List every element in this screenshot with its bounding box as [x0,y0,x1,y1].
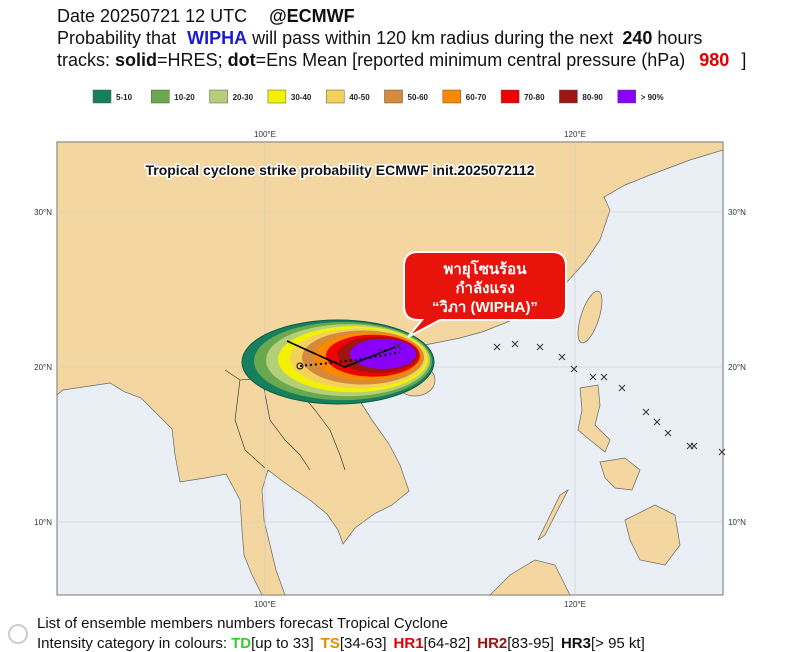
lon-label: 100°E [254,600,276,609]
palawan [537,489,569,541]
legend-label: 5-10 [116,93,133,102]
ensemble-markers [378,340,726,456]
footer-text: TS [321,635,340,652]
footer-line: List of ensemble members numbers forecas… [37,615,448,632]
hres-track [286,340,396,368]
footer-text: [> 95 kt] [591,635,645,652]
callout-text: “วิภา (WIPHA)” [432,298,538,316]
legend-label: 50-60 [408,93,429,102]
legend-swatch [325,89,345,104]
text: =Ens Mean [reported minimum central pres… [256,50,686,70]
legend-swatch [151,89,170,104]
probability-band [350,338,416,369]
visayas [599,457,641,491]
legend-label: 10-20 [174,93,195,102]
legend-swatch [267,89,287,104]
header-line: Date 20250721 12 UTC @ECMWF [57,6,355,26]
lon-label: 100°E [254,130,276,139]
callout-text: กำลังแรง [455,280,514,297]
legend-label: 20-30 [233,93,254,102]
footer-text: HR2 [477,635,507,652]
ensemble-marker [394,342,402,350]
ensemble-marker [653,418,661,426]
hours: 240 [622,28,652,48]
ensemble-marker [718,448,726,456]
taiwan [577,290,603,344]
borneo [489,559,571,596]
ensemble-marker [378,348,386,356]
ensemble-marker [690,442,698,450]
text: ] [741,50,746,70]
callout-text: พายุโซนร้อน [444,259,528,279]
legend-label: > 90% [641,93,664,102]
ensemble-marker [589,373,597,381]
ens-mean-track [299,351,401,367]
ensemble-marker [558,353,566,361]
text: solid [115,50,157,70]
pressure: 980 [699,50,729,70]
footer-text: HR1 [394,635,424,652]
map: 100°E 100°E 120°E 120°E 30°N 30°N 20°N 20°N 10°N… [34,130,746,609]
header-line: tracks: solid=HRES; dot=Ens Mean [report… [57,50,746,70]
legend-swatch [92,89,112,104]
ensemble-marker [570,365,578,373]
text: will pass within 120 km radius during th… [251,28,613,48]
ensemble-marker [493,343,501,351]
footer-text: TD [231,635,251,652]
footer-text: [34-63] [340,635,387,652]
footer-text: HR3 [561,635,591,652]
probability-field [241,319,435,405]
footer-text: [64-82] [424,635,471,652]
lat-label: 10°N [728,518,746,527]
date: Date 20250721 12 UTC [57,6,247,26]
legend-label: 30-40 [291,93,312,102]
luzon [577,384,611,453]
legend-label: 70-80 [524,93,545,102]
source: @ECMWF [269,6,355,26]
mindanao [624,504,681,566]
ensemble-marker [642,408,650,416]
logo [8,624,28,644]
track-point [296,362,304,370]
header-line: Probability that WIPHA will pass within … [57,28,702,48]
ensemble-marker [618,384,626,392]
footer-text: Intensity category in colours: [37,635,227,652]
lon-label: 120°E [564,600,586,609]
legend-label: 80-90 [582,93,603,102]
legend-label: 60-70 [466,93,487,102]
map-title: Tropical cyclone strike probability ECMW… [145,162,534,178]
ensemble-marker [536,343,544,351]
lat-label: 20°N [34,363,52,372]
lat-label: 10°N [34,518,52,527]
text: =HRES; [157,50,223,70]
lat-label: 20°N [728,363,746,372]
legend-swatch [559,89,578,104]
lat-label: 30°N [34,208,52,217]
ensemble-marker [511,340,519,348]
legend-swatch [209,89,228,104]
footer-text: [83-95] [507,635,554,652]
storm-name: WIPHA [187,28,247,48]
legend-swatch [442,89,462,104]
footer-line: Intensity category in colours: TD[up to 3… [37,635,645,652]
legend-swatch [500,89,520,104]
legend-swatch [617,89,636,104]
ensemble-marker [600,373,608,381]
text: tracks: [57,50,110,70]
lat-label: 30°N [728,208,746,217]
footer-text: [up to 33] [251,635,314,652]
legend-label: 40-50 [349,93,370,102]
legend-swatch [384,89,403,104]
callout [403,251,567,338]
lon-label: 120°E [564,130,586,139]
text: dot [228,50,256,70]
text: hours [657,28,702,48]
ensemble-marker [664,429,672,437]
legend: 5-10 10-20 20-30 30-40 40-50 50-60 60-70 70-80 8… [92,89,664,104]
text: Probability that [57,28,176,48]
